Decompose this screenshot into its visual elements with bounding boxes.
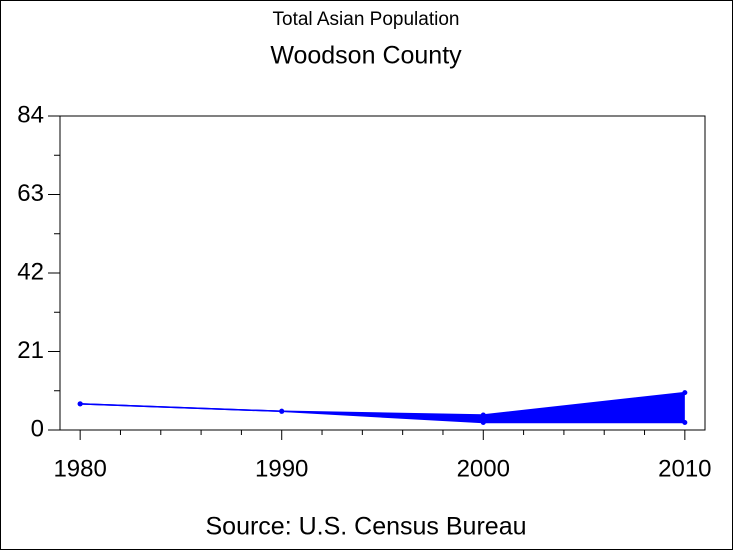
chart-subtitle: Woodson County [270, 42, 462, 70]
x-tick-label: 1980 [53, 455, 106, 482]
point [77, 401, 83, 407]
point [480, 420, 486, 426]
point [279, 408, 285, 414]
series-line [80, 403, 685, 424]
source-note: Source: U.S. Census Bureau [206, 513, 527, 541]
y-tick-label: 0 [31, 415, 44, 442]
point [682, 420, 688, 426]
x-tick-label: 2010 [658, 455, 711, 482]
band-fill [80, 392, 685, 423]
y-tick-label: 63 [17, 180, 44, 207]
x-tick-label: 2000 [457, 455, 510, 482]
y-tick-label: 84 [17, 101, 44, 128]
point [682, 390, 688, 396]
point [480, 412, 486, 418]
y-tick-label: 21 [17, 337, 44, 364]
chart-title: Total Asian Population [273, 9, 460, 30]
y-tick-label: 42 [17, 258, 44, 285]
x-tick-label: 1990 [255, 455, 308, 482]
